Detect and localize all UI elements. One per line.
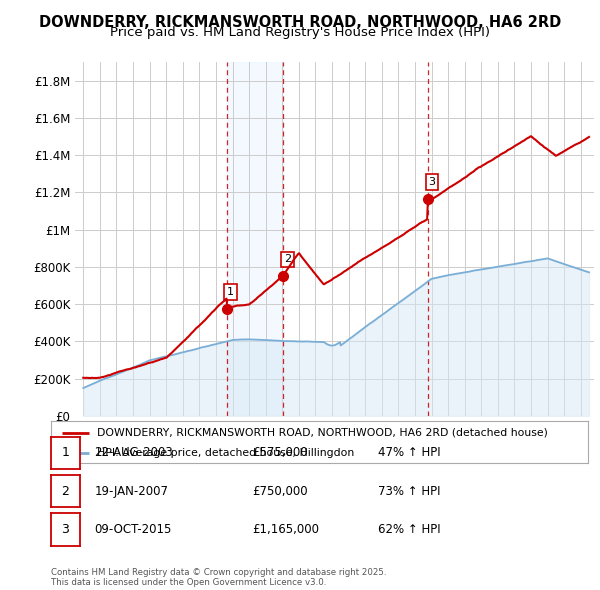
Text: £1,165,000: £1,165,000 bbox=[252, 523, 319, 536]
Text: £750,000: £750,000 bbox=[252, 484, 308, 498]
Text: 22-AUG-2003: 22-AUG-2003 bbox=[94, 446, 173, 460]
Text: 09-OCT-2015: 09-OCT-2015 bbox=[94, 523, 172, 536]
Bar bbox=[227, 62, 283, 416]
Text: £575,000: £575,000 bbox=[252, 446, 308, 460]
Text: Price paid vs. HM Land Registry's House Price Index (HPI): Price paid vs. HM Land Registry's House … bbox=[110, 26, 490, 39]
Text: 1: 1 bbox=[61, 446, 70, 460]
Text: 47% ↑ HPI: 47% ↑ HPI bbox=[378, 446, 440, 460]
Text: 3: 3 bbox=[61, 523, 70, 536]
Text: 19-JAN-2007: 19-JAN-2007 bbox=[94, 484, 168, 498]
Text: Contains HM Land Registry data © Crown copyright and database right 2025.
This d: Contains HM Land Registry data © Crown c… bbox=[51, 568, 386, 587]
Text: HPI: Average price, detached house, Hillingdon: HPI: Average price, detached house, Hill… bbox=[97, 448, 354, 457]
Text: 3: 3 bbox=[428, 177, 436, 187]
Text: 1: 1 bbox=[227, 287, 234, 297]
Text: 2: 2 bbox=[61, 484, 70, 498]
Text: DOWNDERRY, RICKMANSWORTH ROAD, NORTHWOOD, HA6 2RD: DOWNDERRY, RICKMANSWORTH ROAD, NORTHWOOD… bbox=[39, 15, 561, 30]
Text: DOWNDERRY, RICKMANSWORTH ROAD, NORTHWOOD, HA6 2RD (detached house): DOWNDERRY, RICKMANSWORTH ROAD, NORTHWOOD… bbox=[97, 428, 548, 438]
Text: 73% ↑ HPI: 73% ↑ HPI bbox=[378, 484, 440, 498]
Text: 62% ↑ HPI: 62% ↑ HPI bbox=[378, 523, 440, 536]
Text: 2: 2 bbox=[284, 254, 291, 264]
